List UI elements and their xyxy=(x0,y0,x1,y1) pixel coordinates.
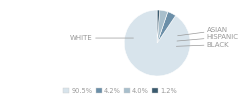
Wedge shape xyxy=(157,10,160,43)
Wedge shape xyxy=(124,10,190,76)
Text: WHITE: WHITE xyxy=(70,35,133,41)
Wedge shape xyxy=(157,12,176,43)
Text: ASIAN: ASIAN xyxy=(178,28,228,36)
Text: BLACK: BLACK xyxy=(176,42,229,48)
Legend: 90.5%, 4.2%, 4.0%, 1.2%: 90.5%, 4.2%, 4.0%, 1.2% xyxy=(60,85,180,97)
Text: HISPANIC: HISPANIC xyxy=(177,34,239,41)
Wedge shape xyxy=(157,10,168,43)
